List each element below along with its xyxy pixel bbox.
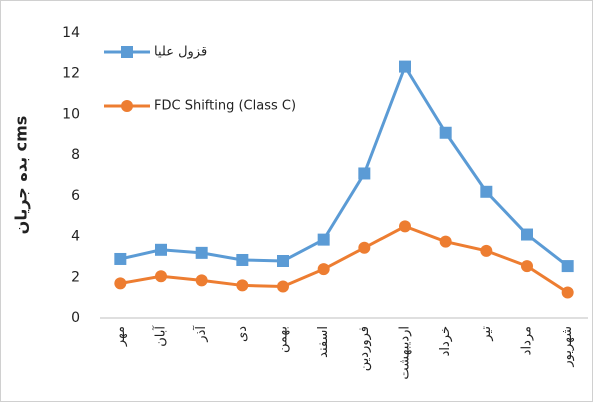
marker xyxy=(121,100,133,112)
marker xyxy=(521,260,533,273)
marker xyxy=(358,241,371,254)
marker xyxy=(317,263,330,276)
x-tick-label: مرداد xyxy=(520,326,535,355)
marker xyxy=(317,233,330,246)
marker xyxy=(121,46,133,58)
marker xyxy=(236,253,249,266)
y-tick-label: 8 xyxy=(71,147,80,163)
marker xyxy=(155,243,167,256)
marker xyxy=(439,126,452,139)
x-tick-label: اردیبهشت xyxy=(398,326,413,380)
legend-label: قزول علیا xyxy=(154,45,207,60)
y-tick-label: 0 xyxy=(71,310,80,326)
x-tick-label: شهریور xyxy=(560,326,575,368)
marker xyxy=(358,167,371,180)
marker xyxy=(277,280,289,293)
series-line xyxy=(120,63,569,268)
marker xyxy=(114,277,127,290)
x-tick-label: آبان xyxy=(152,325,169,347)
y-tick-label: 14 xyxy=(62,25,80,41)
x-tick-label: دی xyxy=(235,326,250,342)
marker xyxy=(195,246,208,259)
marker xyxy=(399,60,411,73)
y-tick-label: 2 xyxy=(71,269,80,285)
x-tick-label: تیر xyxy=(479,326,494,342)
series-line xyxy=(120,224,569,294)
x-tick-label: خرداد xyxy=(438,326,453,356)
marker xyxy=(561,286,574,299)
y-tick-label: 12 xyxy=(62,66,80,82)
marker xyxy=(236,279,249,292)
marker xyxy=(480,185,493,198)
marker xyxy=(399,220,411,233)
legend-label: FDC Shifting (Class C) xyxy=(154,99,296,114)
marker xyxy=(277,255,289,267)
marker xyxy=(195,274,208,287)
x-tick-label: آذر xyxy=(192,325,209,343)
marker xyxy=(480,244,493,257)
marker xyxy=(521,228,533,241)
x-tick-label: بهمن xyxy=(276,326,291,353)
x-tick-label: فروردین xyxy=(357,326,372,371)
marker xyxy=(114,252,127,265)
y-tick-label: 4 xyxy=(71,229,80,245)
y-tick-label: 10 xyxy=(62,106,80,122)
marker xyxy=(561,260,574,273)
x-tick-label: اسفند xyxy=(316,326,331,358)
marker xyxy=(439,235,452,248)
x-tick-label: مهر xyxy=(113,326,128,347)
y-tick-label: 6 xyxy=(71,188,80,204)
marker xyxy=(155,270,167,283)
y-axis-label: بده جریان cms xyxy=(12,116,31,235)
